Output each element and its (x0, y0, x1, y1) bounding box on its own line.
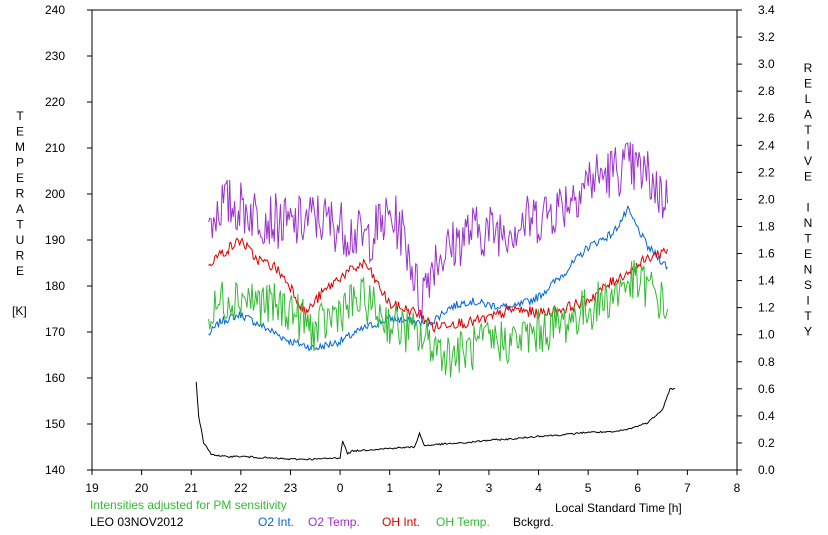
right-y-tick-label: 2.2 (758, 165, 775, 179)
right-y-tick-label: 0.4 (758, 409, 775, 423)
right-axis-letter: S (804, 278, 812, 292)
right-y-tick-label: 2.6 (758, 111, 775, 125)
sensitivity-note: Intensities adjusted for PM sensitivity (90, 498, 287, 512)
left-axis-letter: M (15, 140, 25, 154)
left-axis-letter: E (16, 264, 24, 278)
x-tick-label: 1 (386, 481, 393, 495)
right-y-tick-label: 3.4 (758, 3, 775, 17)
left-y-tick-label: 210 (45, 141, 65, 155)
right-y-tick-label: 1.2 (758, 301, 775, 315)
right-axis-letter: N (804, 216, 813, 230)
right-axis-letter: E (804, 247, 812, 261)
left-y-tick-label: 200 (45, 187, 65, 201)
left-axis-letter: U (16, 233, 25, 247)
left-axis-letter: T (16, 218, 24, 232)
left-y-tick-label: 170 (45, 325, 65, 339)
series-group (195, 142, 676, 461)
right-y-tick-label: 3.2 (758, 30, 775, 44)
right-y-tick-label: 0.0 (758, 463, 775, 477)
x-tick-label: 19 (85, 481, 99, 495)
x-tick-label: 8 (734, 481, 741, 495)
left-y-tick-label: 150 (45, 417, 65, 431)
series-line-bckgrd (195, 381, 676, 461)
left-axis-letter: P (16, 156, 24, 170)
left-axis-letter: E (16, 125, 24, 139)
right-axis-letter: R (804, 61, 813, 75)
legend-bckgrd: Bckgrd. (513, 515, 554, 529)
right-y-tick-label: 3.0 (758, 57, 775, 71)
right-axis-letter: E (804, 170, 812, 184)
right-axis-letter: Y (804, 325, 812, 339)
right-axis-letter: I (806, 294, 809, 308)
x-tick-label: 2 (436, 481, 443, 495)
left-y-tick-label: 220 (45, 95, 65, 109)
x-tick-label: 4 (535, 481, 542, 495)
station-date: LEO 03NOV2012 (90, 515, 184, 529)
left-axis-letter: R (16, 249, 25, 263)
series-line-o2-temp (208, 142, 668, 319)
x-tick-label: 22 (234, 481, 248, 495)
left-axis-letter: E (16, 171, 24, 185)
right-y-tick-label: 0.6 (758, 382, 775, 396)
left-y-tick-label: 190 (45, 233, 65, 247)
series-line-oh-int (208, 237, 668, 333)
left-axis-letter: R (16, 187, 25, 201)
right-axis-letter: E (804, 77, 812, 91)
x-tick-label: 0 (337, 481, 344, 495)
left-y-tick-label: 230 (45, 49, 65, 63)
right-axis-letter: I (806, 139, 809, 153)
right-y-tick-label: 1.4 (758, 274, 775, 288)
right-y-tick-label: 2.0 (758, 192, 775, 206)
left-y-tick-label: 140 (45, 463, 65, 477)
left-axis-letter: T (16, 109, 24, 123)
left-axis-unit: [K] (12, 304, 27, 318)
x-tick-label: 20 (135, 481, 149, 495)
right-y-axis: 0.0 0.2 0.4 0.6 0.8 1.0 1.2 1.4 1.6 1.8 2.0 2.2 2.4 2… (737, 3, 775, 477)
right-y-tick-label: 1.8 (758, 219, 775, 233)
legend-o2-temp: O2 Temp. (308, 515, 360, 529)
left-y-tick-label: 180 (45, 279, 65, 293)
right-axis-letter: L (805, 92, 812, 106)
left-y-tick-label: 160 (45, 371, 65, 385)
right-axis-letter: I (806, 201, 809, 215)
right-y-tick-label: 2.8 (758, 84, 775, 98)
x-tick-label: 3 (486, 481, 493, 495)
right-axis-letter: N (804, 263, 813, 277)
series-line-o2-int (208, 204, 668, 352)
right-y-tick-label: 1.6 (758, 247, 775, 261)
left-axis-letter: A (16, 202, 24, 216)
right-axis-letter: T (804, 309, 812, 323)
x-tick-label: 6 (634, 481, 641, 495)
right-y-tick-label: 1.0 (758, 328, 775, 342)
right-axis-letter: T (804, 232, 812, 246)
x-tick-label: 7 (684, 481, 691, 495)
right-axis-letter: A (804, 108, 812, 122)
right-y-tick-label: 2.4 (758, 138, 775, 152)
right-y-tick-label: 0.2 (758, 436, 775, 450)
series-line-oh-temp (208, 260, 668, 378)
x-axis: 19 20 21 22 23 0 1 2 3 4 5 6 7 8 (85, 470, 741, 495)
x-tick-label: 5 (585, 481, 592, 495)
x-tick-label: 21 (185, 481, 199, 495)
legend-oh-temp: OH Temp. (436, 515, 490, 529)
left-y-tick-label: 240 (45, 3, 65, 17)
legend-oh-int: OH Int. (382, 515, 421, 529)
x-tick-label: 23 (284, 481, 298, 495)
plot-frame (91, 9, 738, 471)
x-axis-label: Local Standard Time [h] (555, 501, 682, 515)
right-y-tick-label: 0.8 (758, 355, 775, 369)
right-axis-letter: T (804, 123, 812, 137)
left-y-axis: 140 150 160 170 180 190 200 210 220 230 240 (45, 3, 92, 477)
right-axis-letter: V (804, 154, 812, 168)
legend-o2-int: O2 Int. (258, 515, 295, 529)
